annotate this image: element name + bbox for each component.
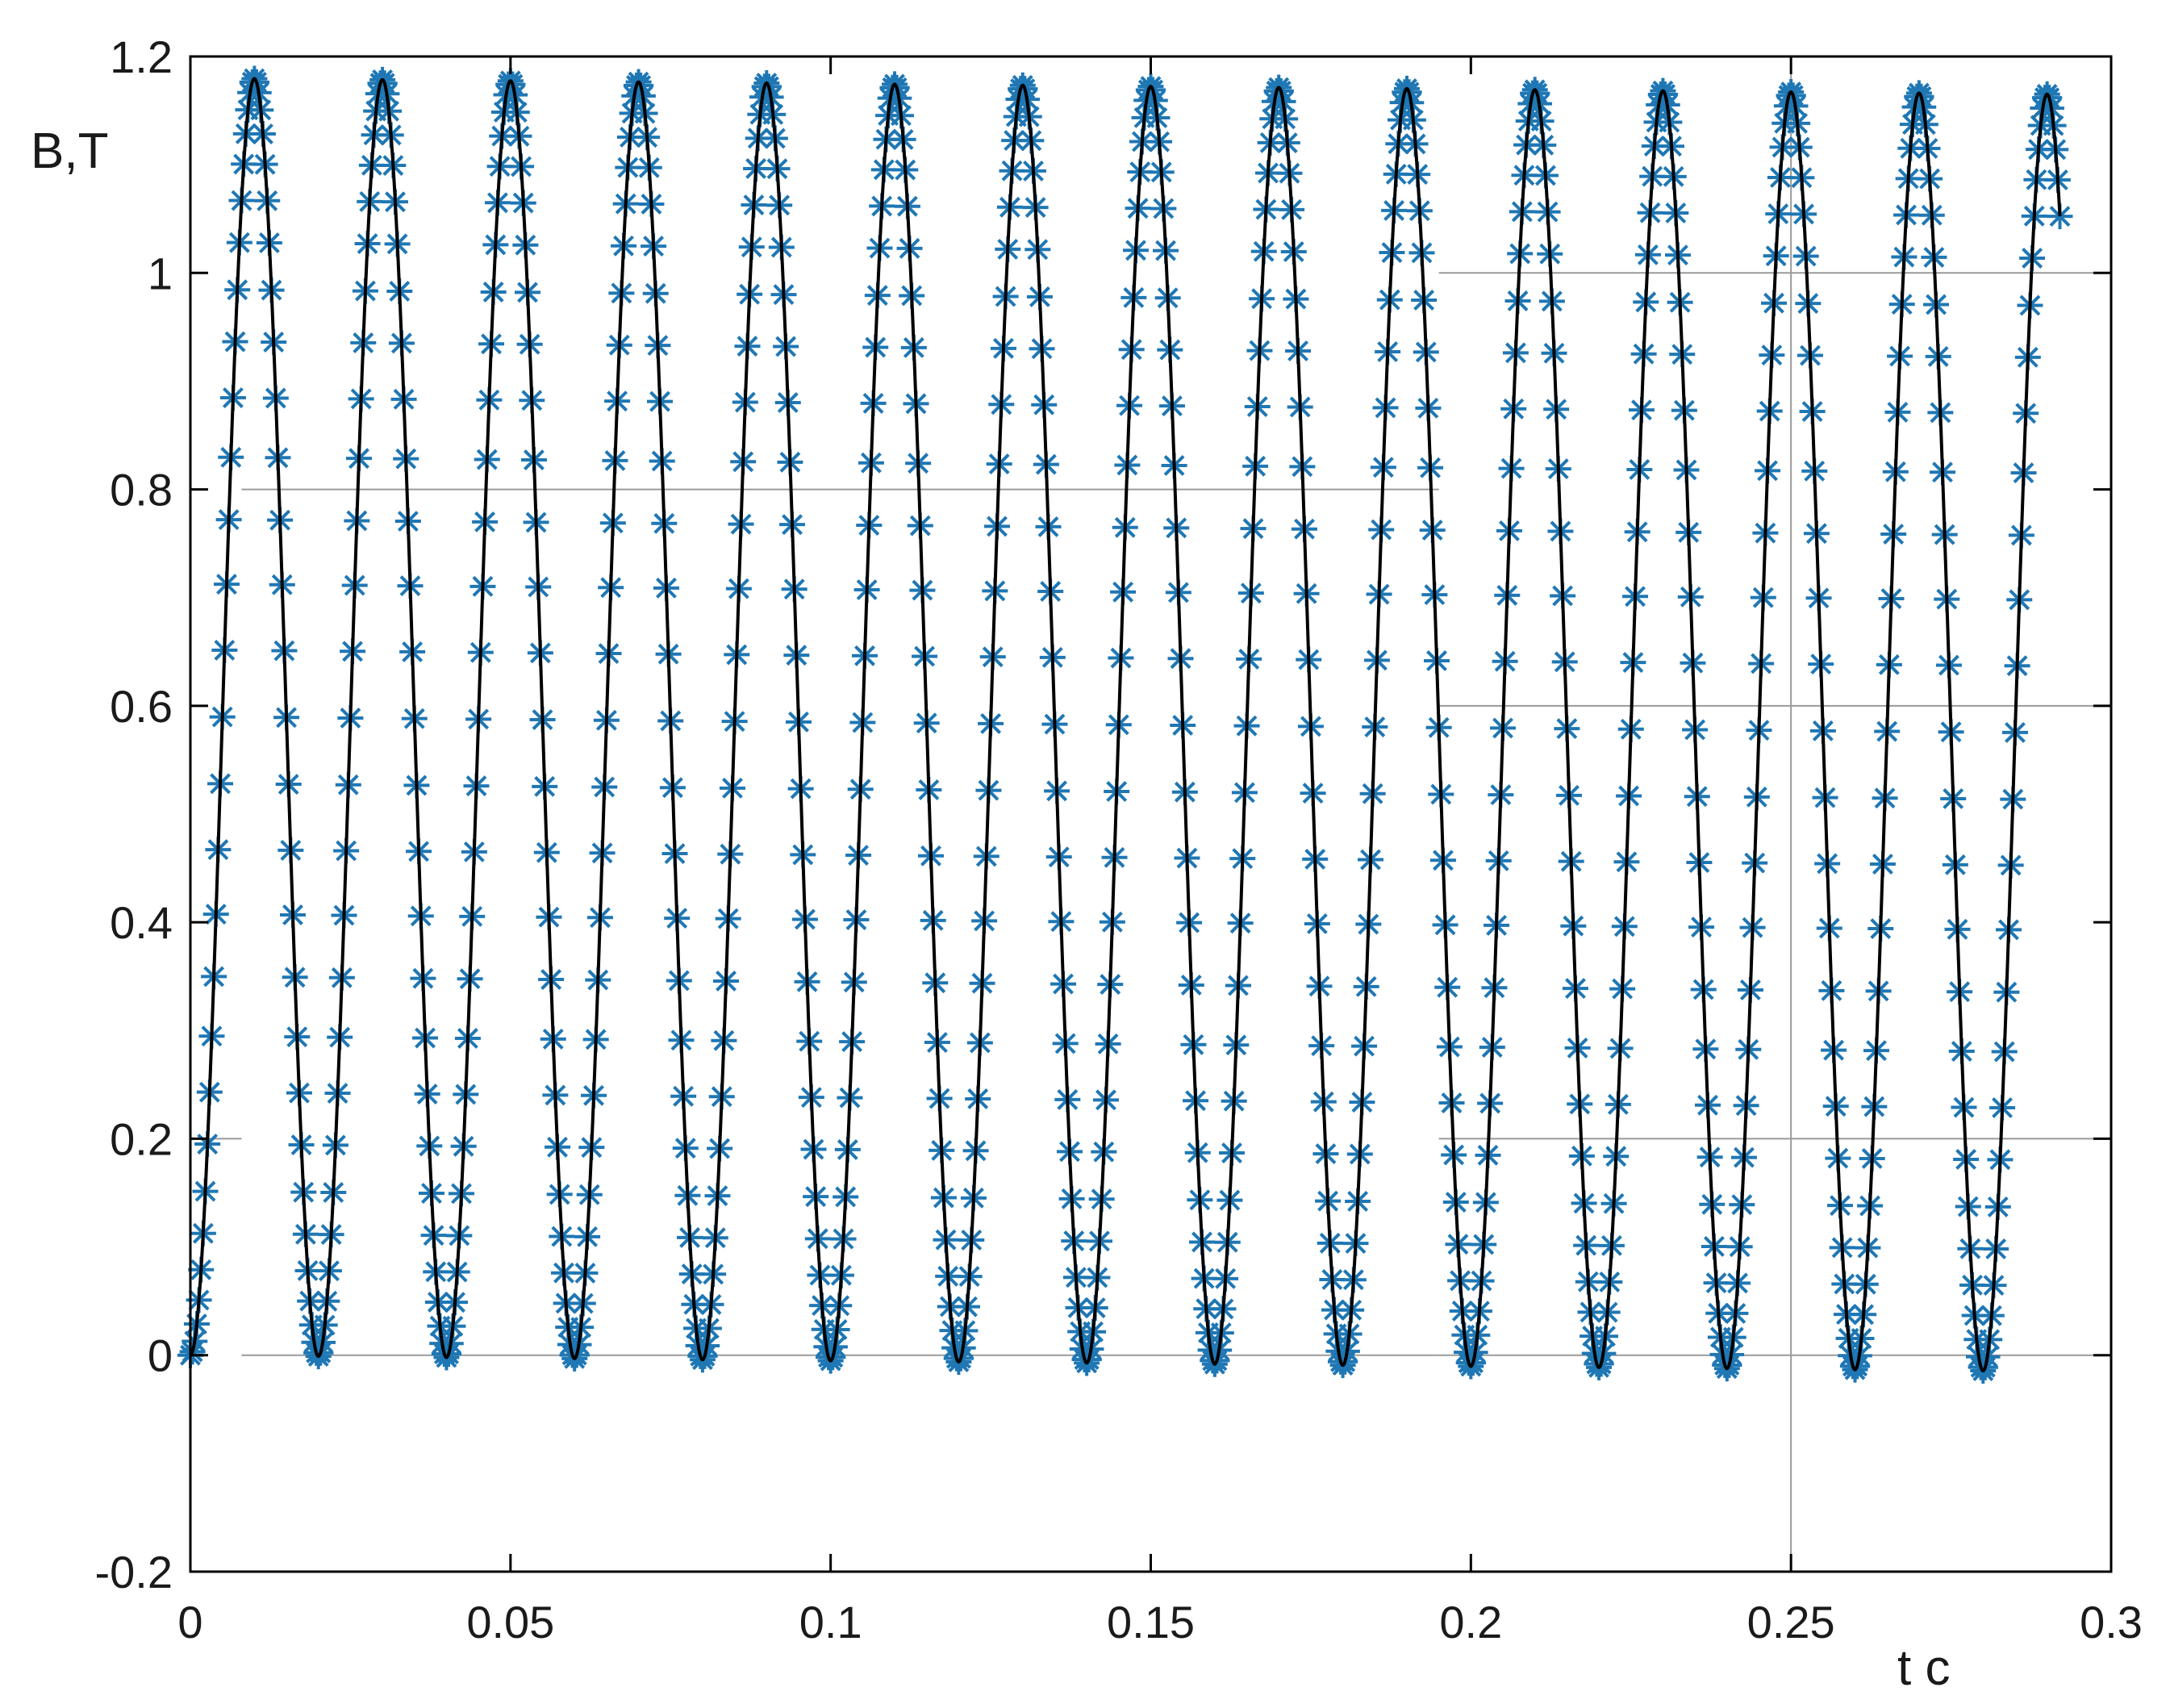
x-tick-label: 0.05 (466, 1597, 554, 1647)
tick-labels: 0 0.05 0.1 0.15 0.2 0.25 0.3-0.200.20.40.60.81… (95, 31, 2143, 1647)
y-tick-label: 0.4 (110, 897, 173, 948)
y-tick-label: -0.2 (95, 1547, 173, 1597)
data-layer (177, 65, 2073, 1384)
y-tick-label: 0.2 (110, 1113, 173, 1164)
x-tick-label: 0.1 (799, 1597, 862, 1647)
x-tick-label: 0.15 (1107, 1597, 1195, 1647)
y-tick-label: 1.2 (110, 31, 173, 82)
plot-area (190, 56, 2111, 1572)
x-axis-title: t c (1897, 1640, 1950, 1696)
x-tick-label: 0.25 (1747, 1597, 1835, 1647)
ticks (189, 55, 2113, 1573)
y-tick-label: 1 (148, 248, 173, 299)
y-axis-title: B,T (31, 123, 108, 179)
x-tick-label: 0 (177, 1597, 202, 1647)
y-tick-label: 0.8 (110, 465, 173, 516)
series-line (190, 77, 2062, 1373)
y-tick-label: 0 (148, 1330, 173, 1381)
x-tick-label: 0.3 (2080, 1597, 2143, 1647)
x-tick-label: 0.2 (1439, 1597, 1502, 1647)
y-tick-label: 0.6 (110, 681, 173, 732)
data-point (2047, 203, 2073, 230)
